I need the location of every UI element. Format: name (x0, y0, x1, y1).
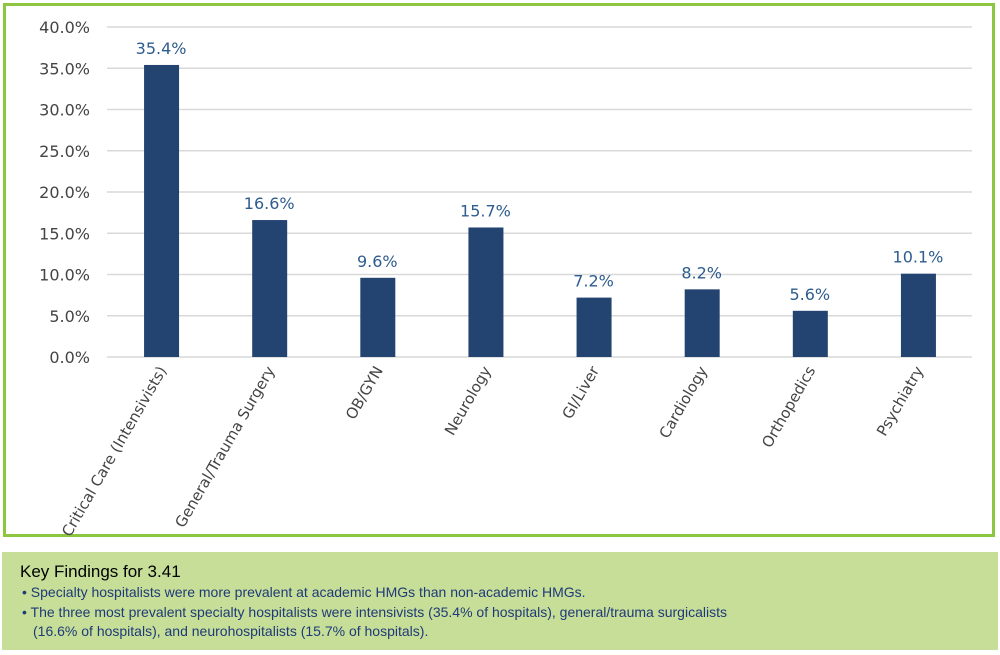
y-tick-label: 20.0% (39, 183, 90, 202)
y-tick-label: 15.0% (39, 224, 90, 243)
x-tick-label: Cardiology (655, 363, 711, 442)
x-tick-label: Psychiatry (873, 363, 927, 439)
data-label: 10.1% (893, 248, 944, 267)
bar (576, 297, 612, 357)
bar (468, 227, 504, 357)
bar (144, 64, 180, 357)
data-label: 16.6% (244, 194, 295, 213)
data-label: 9.6% (357, 252, 398, 271)
bar (684, 289, 720, 357)
finding-bullet: • Specialty hospitalists were more preva… (22, 584, 586, 600)
data-label: 8.2% (681, 263, 722, 282)
data-label: 35.4% (136, 39, 187, 58)
bar (792, 310, 828, 357)
x-tick-label: General/Trauma Surgery (171, 363, 278, 531)
data-label: 15.7% (460, 201, 511, 220)
x-tick-label: OB/GYN (342, 363, 387, 423)
x-tick-label: Neurology (441, 363, 495, 439)
y-tick-label: 25.0% (39, 142, 90, 161)
data-label: 7.2% (573, 272, 614, 291)
key-findings-title: Key Findings for 3.41 (20, 562, 181, 581)
bar (360, 277, 396, 357)
finding-bullet: • The three most prevalent specialty hos… (22, 604, 727, 620)
key-findings-box: Key Findings for 3.41 • Specialty hospit… (2, 552, 998, 650)
x-tick-label: Critical Care (Intensivists) (58, 363, 170, 540)
bar (900, 273, 936, 357)
x-tick-label: GI/Liver (558, 362, 603, 422)
bar (252, 220, 288, 357)
data-label: 5.6% (789, 285, 830, 304)
finding-bullet-continuation: (16.6% of hospitals), and neurohospitali… (33, 623, 429, 639)
y-tick-label: 35.0% (39, 59, 90, 78)
y-tick-label: 30.0% (39, 101, 90, 120)
y-tick-label: 10.0% (39, 266, 90, 285)
y-tick-label: 0.0% (49, 348, 90, 367)
y-tick-label: 40.0% (39, 18, 90, 37)
y-tick-label: 5.0% (49, 307, 90, 326)
x-tick-label: Orthopedics (758, 363, 819, 451)
bar-chart: 0.0% 5.0% 10.0% 15.0% 20.0% 25.0% 30.0% 35.0% 40… (39, 18, 972, 540)
chart-frame (3, 3, 995, 537)
